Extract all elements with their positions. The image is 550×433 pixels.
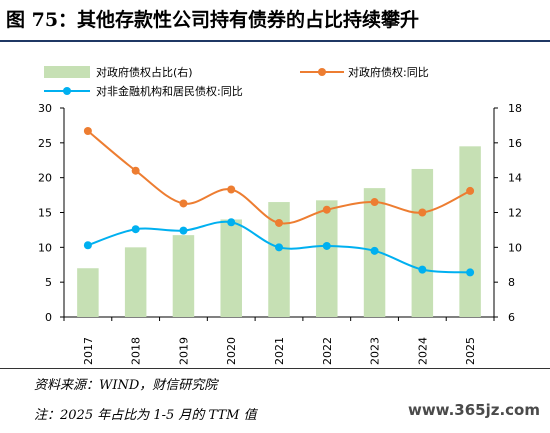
x-tick-label: 2024: [416, 337, 429, 365]
bar-mark: [411, 168, 434, 317]
point-gov-yoy: [179, 199, 188, 208]
right-tick-label: 14: [508, 172, 522, 185]
left-tick-label: 20: [38, 172, 52, 185]
bar-mark: [77, 268, 99, 317]
source-divider: [0, 368, 550, 369]
legend-label-gov: 对政府债权:同比: [348, 65, 429, 79]
point-gov-yoy: [227, 185, 236, 194]
point-nonfin-yoy: [83, 241, 92, 250]
x-tick-label: 2021: [273, 337, 286, 365]
x-tick-label: 2022: [321, 337, 334, 365]
left-tick-label: 15: [38, 207, 52, 220]
figure-title: 图 75：其他存款性公司持有债券的占比持续攀升: [6, 9, 420, 31]
legend-marker-nonfin: [63, 87, 71, 95]
title-divider: [0, 40, 550, 42]
x-tick-label: 2017: [82, 337, 95, 365]
x-tick-label: 2023: [369, 337, 382, 365]
right-tick-label: 18: [508, 102, 522, 115]
watermark-text: www.365jz.com: [407, 401, 540, 419]
chart-legend: 对政府债权占比(右) 对政府债权:同比 对非金融机构和居民债权:同比: [44, 65, 429, 98]
source-note: 资料来源：WIND，财信研究院: [34, 378, 218, 393]
bar-mark: [220, 219, 242, 317]
point-nonfin-yoy: [322, 241, 331, 250]
legend-label-nonfin: 对非金融机构和居民债权:同比: [96, 84, 243, 98]
footnote: 注：2025 年占比为 1-5 月的 TTM 值: [34, 408, 257, 423]
right-tick-label: 16: [508, 137, 522, 150]
bar-mark: [316, 200, 338, 317]
point-gov-yoy: [322, 205, 331, 214]
x-tick-label: 2018: [130, 337, 143, 365]
right-tick-label: 8: [508, 276, 515, 289]
point-nonfin-yoy: [227, 218, 236, 227]
point-nonfin-yoy: [370, 246, 379, 255]
left-tick-label: 5: [45, 276, 52, 289]
point-nonfin-yoy: [131, 225, 140, 234]
point-nonfin-yoy: [418, 265, 427, 274]
x-tick-label: 2019: [177, 337, 190, 365]
left-tick-label: 25: [38, 137, 52, 150]
chart-area: 对政府债权占比(右) 对政府债权:同比 对非金融机构和居民债权:同比 0 5 10 1…: [38, 65, 522, 365]
point-nonfin-yoy: [179, 226, 188, 235]
point-gov-yoy: [418, 208, 427, 217]
right-tick-label: 10: [508, 241, 522, 254]
point-gov-yoy: [275, 218, 283, 227]
point-nonfin-yoy: [466, 268, 475, 277]
right-tick-label: 6: [508, 311, 515, 324]
x-tick-label: 2025: [464, 337, 477, 365]
point-gov-yoy: [370, 198, 379, 207]
right-tick-label: 12: [508, 207, 522, 220]
bar-mark: [459, 146, 481, 317]
legend-label-bar: 对政府债权占比(右): [96, 65, 193, 79]
bar-mark: [124, 247, 147, 317]
point-gov-yoy: [466, 186, 475, 195]
left-tick-label: 10: [38, 241, 52, 254]
left-tick-label: 30: [38, 102, 52, 115]
legend-swatch-bar: [44, 66, 90, 78]
bar-mark: [172, 235, 195, 317]
point-gov-yoy: [83, 126, 92, 135]
point-nonfin-yoy: [275, 243, 283, 252]
bar-mark: [268, 202, 290, 317]
legend-marker-gov: [318, 68, 326, 76]
left-tick-label: 0: [45, 311, 52, 324]
x-tick-label: 2020: [225, 337, 238, 365]
point-gov-yoy: [131, 166, 140, 175]
